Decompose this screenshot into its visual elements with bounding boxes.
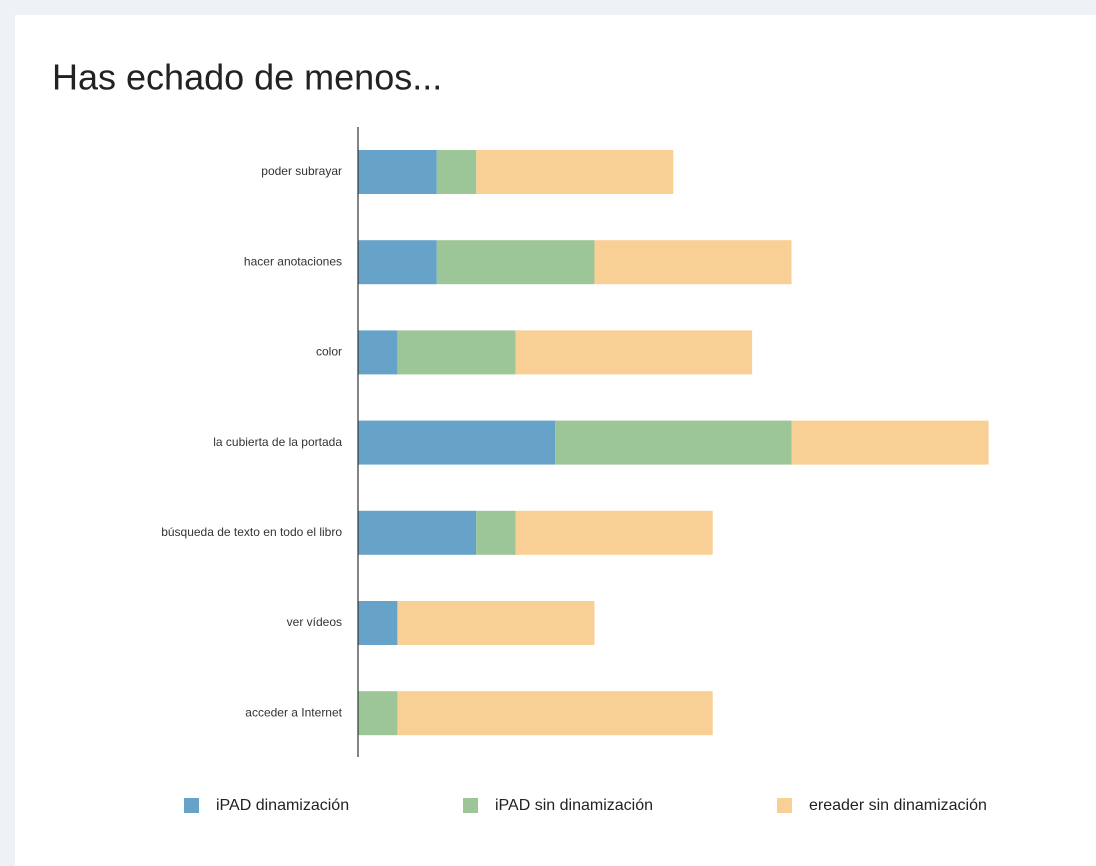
bar-segment: [358, 691, 398, 736]
bar-segment: [515, 510, 713, 555]
legend-label: ereader sin dinamización: [809, 797, 987, 814]
bar-segment: [358, 330, 398, 375]
bar-segment: [476, 510, 516, 555]
bar-segment: [791, 420, 989, 465]
legend-label: iPAD dinamización: [216, 797, 349, 814]
chart-title: Has echado de menos...: [52, 57, 442, 98]
bar-segment: [358, 510, 477, 555]
bar-segment: [476, 150, 674, 194]
legend-label: iPAD sin dinamización: [495, 797, 653, 814]
bar-segment: [397, 601, 595, 645]
bar-segment: [397, 330, 516, 375]
bar-segment: [515, 330, 753, 375]
bar-segment: [594, 240, 792, 285]
legend-swatch: [463, 798, 478, 813]
legend-swatch: [777, 798, 792, 813]
legend-swatch: [184, 798, 199, 813]
y-tick-label: búsqueda de texto en todo el libro: [161, 525, 342, 539]
bar-segment: [436, 150, 477, 194]
y-tick-label: poder subrayar: [261, 164, 342, 178]
y-tick-label: acceder a Internet: [245, 705, 342, 719]
bar-segment: [358, 240, 437, 285]
bar-segment: [358, 150, 437, 194]
bar-segment: [555, 420, 792, 465]
y-tick-label: ver vídeos: [287, 615, 342, 629]
y-tick-label: color: [316, 345, 342, 359]
bar-segment: [358, 601, 398, 645]
bar-segment: [397, 691, 713, 736]
bar-segment: [436, 240, 595, 285]
y-tick-label: hacer anotaciones: [244, 254, 342, 268]
bar-segment: [358, 420, 556, 465]
y-tick-label: la cubierta de la portada: [213, 435, 342, 449]
